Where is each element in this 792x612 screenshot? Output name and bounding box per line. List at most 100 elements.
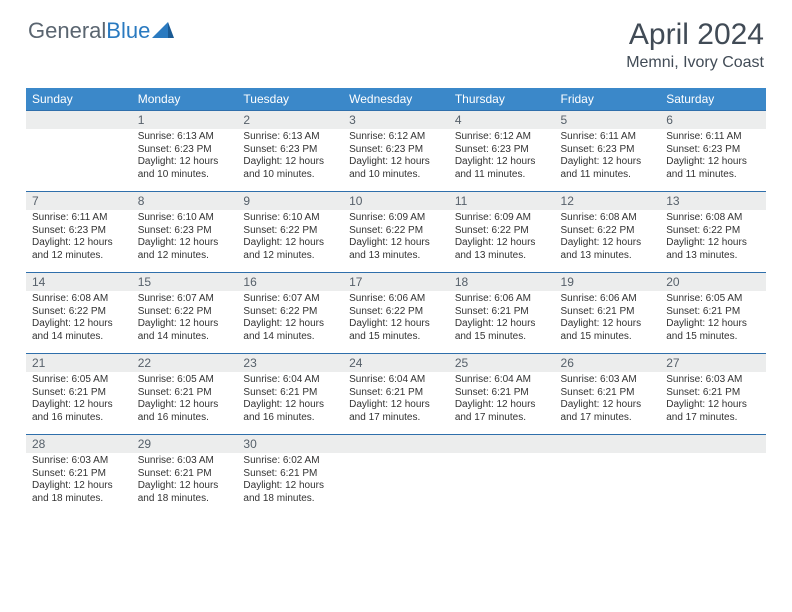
day-content: Sunrise: 6:08 AMSunset: 6:22 PMDaylight:… <box>26 291 132 353</box>
daynum-cell: 4 <box>449 111 555 130</box>
day-number: 19 <box>555 273 661 291</box>
day-cell: Sunrise: 6:10 AMSunset: 6:23 PMDaylight:… <box>132 210 238 273</box>
day-content: Sunrise: 6:06 AMSunset: 6:21 PMDaylight:… <box>449 291 555 353</box>
day-cell: Sunrise: 6:10 AMSunset: 6:22 PMDaylight:… <box>237 210 343 273</box>
logo: GeneralBlue <box>28 18 174 44</box>
sunset-text: Sunset: 6:21 PM <box>561 306 655 319</box>
weekday-header-row: Sunday Monday Tuesday Wednesday Thursday… <box>26 88 766 111</box>
weekday-header: Sunday <box>26 88 132 111</box>
day-cell: Sunrise: 6:04 AMSunset: 6:21 PMDaylight:… <box>449 372 555 435</box>
daylight-text: Daylight: 12 hours and 17 minutes. <box>455 399 549 424</box>
day-cell <box>343 453 449 515</box>
sunrise-text: Sunrise: 6:07 AM <box>138 293 232 306</box>
day-number: 9 <box>237 192 343 210</box>
day-number: 7 <box>26 192 132 210</box>
sunrise-text: Sunrise: 6:04 AM <box>243 374 337 387</box>
day-number: 4 <box>449 111 555 129</box>
daylight-text: Daylight: 12 hours and 17 minutes. <box>666 399 760 424</box>
sunrise-text: Sunrise: 6:03 AM <box>32 455 126 468</box>
daylight-text: Daylight: 12 hours and 13 minutes. <box>561 237 655 262</box>
sunrise-text: Sunrise: 6:02 AM <box>243 455 337 468</box>
day-number: 26 <box>555 354 661 372</box>
day-content <box>343 453 449 511</box>
day-number: 28 <box>26 435 132 453</box>
daylight-text: Daylight: 12 hours and 13 minutes. <box>666 237 760 262</box>
day-number <box>555 435 661 453</box>
day-content: Sunrise: 6:04 AMSunset: 6:21 PMDaylight:… <box>449 372 555 434</box>
daynum-cell <box>343 435 449 454</box>
sunset-text: Sunset: 6:21 PM <box>243 387 337 400</box>
content-row: Sunrise: 6:13 AMSunset: 6:23 PMDaylight:… <box>26 129 766 192</box>
sunrise-text: Sunrise: 6:03 AM <box>666 374 760 387</box>
day-number: 25 <box>449 354 555 372</box>
sunset-text: Sunset: 6:21 PM <box>32 468 126 481</box>
logo-text-general: General <box>28 18 106 44</box>
sunrise-text: Sunrise: 6:05 AM <box>138 374 232 387</box>
day-cell: Sunrise: 6:06 AMSunset: 6:21 PMDaylight:… <box>449 291 555 354</box>
day-content: Sunrise: 6:05 AMSunset: 6:21 PMDaylight:… <box>660 291 766 353</box>
day-content: Sunrise: 6:07 AMSunset: 6:22 PMDaylight:… <box>132 291 238 353</box>
sunset-text: Sunset: 6:22 PM <box>243 225 337 238</box>
daylight-text: Daylight: 12 hours and 10 minutes. <box>349 156 443 181</box>
day-number <box>26 111 132 129</box>
day-cell: Sunrise: 6:11 AMSunset: 6:23 PMDaylight:… <box>26 210 132 273</box>
day-cell: Sunrise: 6:08 AMSunset: 6:22 PMDaylight:… <box>555 210 661 273</box>
day-content: Sunrise: 6:11 AMSunset: 6:23 PMDaylight:… <box>660 129 766 191</box>
sunrise-text: Sunrise: 6:05 AM <box>666 293 760 306</box>
daylight-text: Daylight: 12 hours and 18 minutes. <box>138 480 232 505</box>
sunrise-text: Sunrise: 6:08 AM <box>32 293 126 306</box>
daynum-cell: 22 <box>132 354 238 373</box>
day-cell <box>555 453 661 515</box>
daynum-cell: 14 <box>26 273 132 292</box>
day-number: 17 <box>343 273 449 291</box>
daynum-row: 282930 <box>26 435 766 454</box>
day-cell: Sunrise: 6:05 AMSunset: 6:21 PMDaylight:… <box>26 372 132 435</box>
sunset-text: Sunset: 6:22 PM <box>561 225 655 238</box>
sunset-text: Sunset: 6:23 PM <box>666 144 760 157</box>
day-content: Sunrise: 6:03 AMSunset: 6:21 PMDaylight:… <box>26 453 132 515</box>
daylight-text: Daylight: 12 hours and 11 minutes. <box>561 156 655 181</box>
sunset-text: Sunset: 6:22 PM <box>349 306 443 319</box>
daynum-row: 123456 <box>26 111 766 130</box>
day-content: Sunrise: 6:09 AMSunset: 6:22 PMDaylight:… <box>449 210 555 272</box>
day-content: Sunrise: 6:05 AMSunset: 6:21 PMDaylight:… <box>26 372 132 434</box>
sunset-text: Sunset: 6:21 PM <box>138 468 232 481</box>
sunrise-text: Sunrise: 6:08 AM <box>666 212 760 225</box>
day-number: 15 <box>132 273 238 291</box>
daynum-cell: 16 <box>237 273 343 292</box>
sunset-text: Sunset: 6:22 PM <box>243 306 337 319</box>
day-number: 14 <box>26 273 132 291</box>
daynum-cell: 13 <box>660 192 766 211</box>
daynum-cell: 6 <box>660 111 766 130</box>
sunset-text: Sunset: 6:21 PM <box>561 387 655 400</box>
day-content <box>449 453 555 511</box>
daynum-cell: 18 <box>449 273 555 292</box>
day-number <box>660 435 766 453</box>
day-number: 12 <box>555 192 661 210</box>
sunset-text: Sunset: 6:21 PM <box>666 306 760 319</box>
day-content: Sunrise: 6:06 AMSunset: 6:22 PMDaylight:… <box>343 291 449 353</box>
day-cell: Sunrise: 6:13 AMSunset: 6:23 PMDaylight:… <box>132 129 238 192</box>
daynum-cell: 23 <box>237 354 343 373</box>
day-cell: Sunrise: 6:11 AMSunset: 6:23 PMDaylight:… <box>555 129 661 192</box>
daynum-cell: 1 <box>132 111 238 130</box>
sunset-text: Sunset: 6:23 PM <box>243 144 337 157</box>
daynum-cell: 12 <box>555 192 661 211</box>
day-cell: Sunrise: 6:13 AMSunset: 6:23 PMDaylight:… <box>237 129 343 192</box>
calendar-body: 123456Sunrise: 6:13 AMSunset: 6:23 PMDay… <box>26 111 766 516</box>
day-number: 23 <box>237 354 343 372</box>
daylight-text: Daylight: 12 hours and 17 minutes. <box>561 399 655 424</box>
day-number: 22 <box>132 354 238 372</box>
day-content: Sunrise: 6:08 AMSunset: 6:22 PMDaylight:… <box>555 210 661 272</box>
daynum-cell: 28 <box>26 435 132 454</box>
day-number <box>343 435 449 453</box>
daylight-text: Daylight: 12 hours and 16 minutes. <box>138 399 232 424</box>
sunset-text: Sunset: 6:22 PM <box>666 225 760 238</box>
daynum-cell: 29 <box>132 435 238 454</box>
day-cell: Sunrise: 6:03 AMSunset: 6:21 PMDaylight:… <box>132 453 238 515</box>
logo-text-blue: Blue <box>106 18 150 44</box>
daynum-cell: 10 <box>343 192 449 211</box>
day-number: 3 <box>343 111 449 129</box>
sunset-text: Sunset: 6:22 PM <box>349 225 443 238</box>
day-cell <box>449 453 555 515</box>
